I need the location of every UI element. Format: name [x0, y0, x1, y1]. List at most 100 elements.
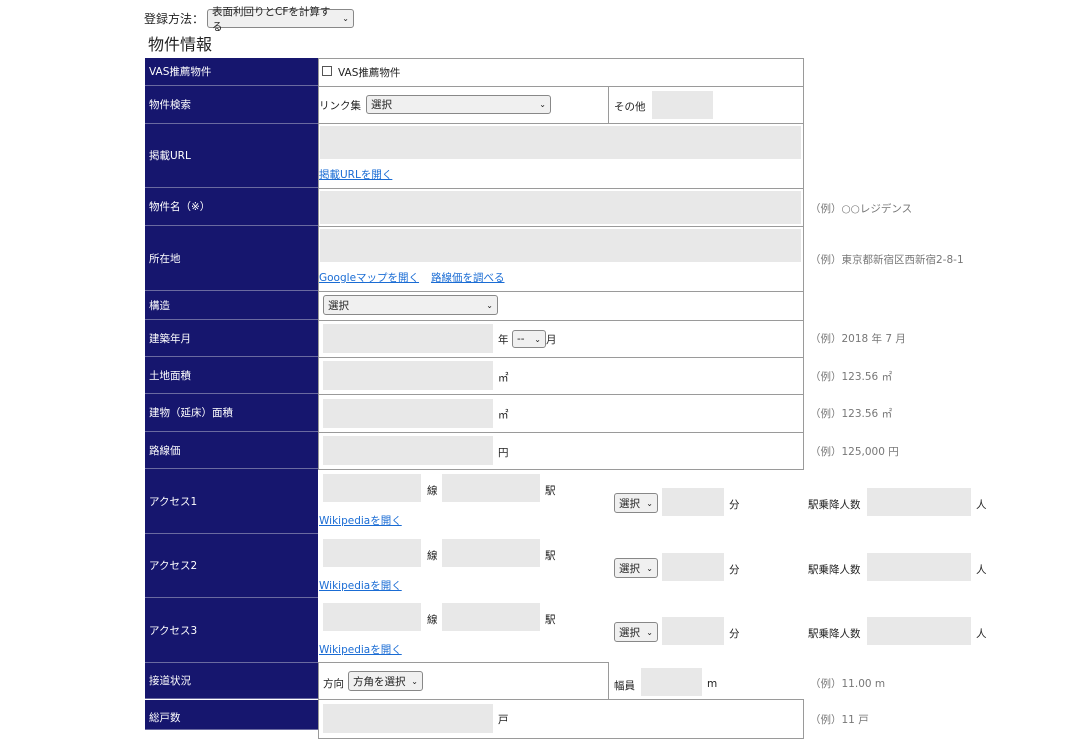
minutes-input[interactable]: [662, 617, 724, 645]
width-input[interactable]: [641, 668, 702, 696]
land-hint: （例）123.56 ㎡: [810, 371, 893, 383]
links-select[interactable]: 選択 ⌄: [366, 95, 551, 114]
line-unit: 線: [427, 550, 438, 562]
passengers-label: 駅乗降人数: [808, 499, 861, 511]
rosenka-unit: 円: [498, 447, 509, 459]
station-input[interactable]: [442, 474, 540, 502]
width-label: 幅員: [614, 680, 635, 692]
chevron-down-icon: ⌄: [411, 676, 418, 686]
minutes-unit: 分: [729, 499, 740, 511]
passengers-input[interactable]: [867, 617, 971, 645]
wikipedia-link[interactable]: Wikipediaを開く: [319, 515, 402, 527]
year-unit: 年: [498, 334, 509, 346]
direction-select[interactable]: 方角を選択 ⌄: [348, 671, 423, 691]
structure-select[interactable]: 選択 ⌄: [323, 295, 498, 315]
chevron-down-icon: ⌄: [342, 14, 349, 23]
name-hint: （例）○○レジデンス: [810, 203, 913, 215]
mode-select[interactable]: 選択 ⌄: [614, 558, 658, 578]
other-label: その他: [614, 101, 646, 113]
passengers-input[interactable]: [867, 553, 971, 581]
method-label: 登録方法：: [144, 12, 205, 26]
mode-select[interactable]: 選択 ⌄: [614, 493, 658, 513]
station-unit: 駅: [545, 614, 556, 626]
month-value: --: [517, 333, 525, 345]
chevron-down-icon: ⌄: [486, 300, 493, 310]
built-year-input[interactable]: [323, 324, 493, 353]
mode-value: 選択: [619, 497, 640, 510]
line-input[interactable]: [323, 603, 421, 631]
minutes-unit: 分: [729, 628, 740, 640]
label-units: 総戸数: [145, 700, 318, 730]
line-input[interactable]: [323, 474, 421, 502]
mode-value: 選択: [619, 562, 640, 575]
structure-value: 選択: [328, 299, 349, 312]
label-access-3: アクセス3: [145, 598, 318, 663]
vas-checkbox-label: VAS推薦物件: [338, 67, 401, 79]
station-input[interactable]: [442, 603, 540, 631]
wikipedia-link[interactable]: Wikipediaを開く: [319, 644, 402, 656]
minutes-input[interactable]: [662, 553, 724, 581]
wikipedia-link[interactable]: Wikipediaを開く: [319, 580, 402, 592]
passengers-input[interactable]: [867, 488, 971, 516]
label-road: 接道状況: [145, 663, 318, 699]
building-hint: （例）123.56 ㎡: [810, 408, 893, 420]
google-map-link[interactable]: Googleマップを開く: [319, 272, 420, 284]
label-access-2: アクセス2: [145, 534, 318, 598]
land-unit: ㎡: [498, 372, 509, 384]
passengers-unit: 人: [976, 499, 987, 511]
road-hint: （例）11.00 m: [810, 678, 886, 690]
address-input[interactable]: [320, 229, 801, 262]
minutes-input[interactable]: [662, 488, 724, 516]
building-unit: ㎡: [498, 409, 509, 421]
building-input[interactable]: [323, 399, 493, 428]
label-rosenka: 路線価: [145, 432, 318, 469]
passengers-label: 駅乗降人数: [808, 564, 861, 576]
direction-value: 方角を選択: [353, 675, 406, 688]
units-input[interactable]: [323, 704, 493, 733]
other-input[interactable]: [652, 91, 713, 119]
label-name: 物件名（※）: [145, 188, 318, 226]
label-search: 物件検索: [145, 86, 318, 124]
built-hint: （例）2018 年 7 月: [810, 333, 906, 345]
line-unit: 線: [427, 485, 438, 497]
mode-select[interactable]: 選択 ⌄: [614, 622, 658, 642]
station-unit: 駅: [545, 485, 556, 497]
label-vas: VAS推薦物件: [145, 58, 318, 86]
passengers-label: 駅乗降人数: [808, 628, 861, 640]
passengers-unit: 人: [976, 628, 987, 640]
chevron-down-icon: ⌄: [646, 498, 653, 508]
method-value: 表面利回りとCFを計算する: [212, 5, 331, 33]
direction-label: 方向: [323, 678, 344, 690]
open-url-link[interactable]: 掲載URLを開く: [319, 169, 393, 181]
minutes-unit: 分: [729, 564, 740, 576]
mode-value: 選択: [619, 626, 640, 639]
label-built: 建築年月: [145, 320, 318, 357]
url-input[interactable]: [320, 126, 801, 159]
links-value: 選択: [371, 99, 392, 111]
land-input[interactable]: [323, 361, 493, 390]
label-building: 建物（延床）面積: [145, 394, 318, 432]
line-unit: 線: [427, 614, 438, 626]
section-title: 物件情報: [148, 35, 213, 54]
vas-checkbox[interactable]: [322, 66, 332, 76]
station-input[interactable]: [442, 539, 540, 567]
rosenka-input[interactable]: [323, 436, 493, 465]
chevron-down-icon: ⌄: [534, 334, 541, 344]
chevron-down-icon: ⌄: [646, 627, 653, 637]
chevron-down-icon: ⌄: [646, 563, 653, 573]
month-unit: 月: [546, 334, 557, 346]
links-label: リンク集: [319, 100, 361, 112]
method-select[interactable]: 表面利回りとCFを計算する ⌄: [207, 6, 354, 33]
label-url: 掲載URL: [145, 124, 318, 188]
passengers-unit: 人: [976, 564, 987, 576]
station-unit: 駅: [545, 550, 556, 562]
month-select[interactable]: -- ⌄: [512, 330, 546, 348]
rosenka-hint: （例）125,000 円: [810, 446, 899, 458]
rosenka-link[interactable]: 路線価を調べる: [431, 272, 505, 284]
line-input[interactable]: [323, 539, 421, 567]
chevron-down-icon: ⌄: [539, 100, 546, 109]
name-input[interactable]: [320, 191, 801, 224]
label-access-1: アクセス1: [145, 469, 318, 534]
width-unit: m: [707, 678, 718, 690]
address-hint: （例）東京都新宿区西新宿2-8-1: [810, 254, 964, 266]
